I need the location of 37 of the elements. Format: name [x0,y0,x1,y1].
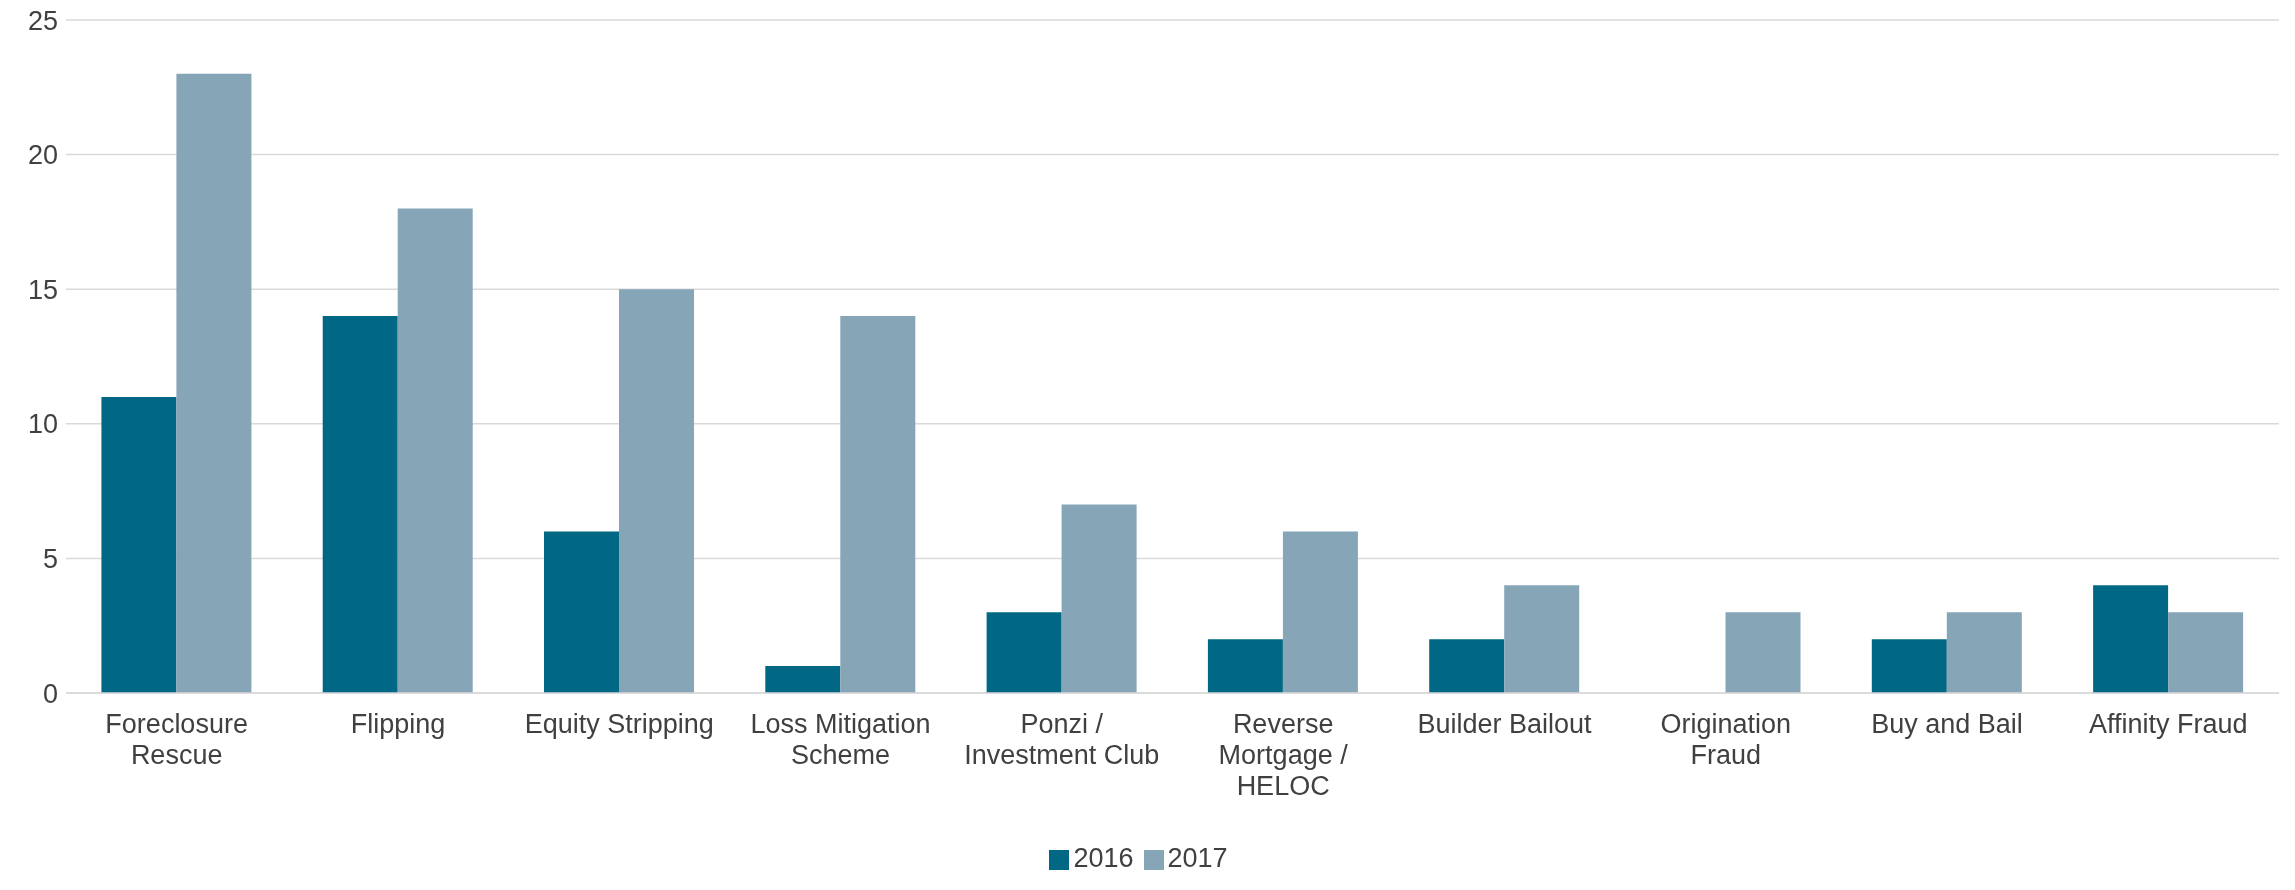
bar [2168,612,2244,693]
x-tick-label: Affinity Fraud [2089,709,2248,740]
bar [544,531,620,693]
bar [1061,504,1137,693]
x-tick-label: Flipping [350,709,446,740]
bar [397,208,473,693]
bar [1871,639,1947,693]
y-tick-label: 0 [42,678,58,709]
bar [619,289,695,693]
y-tick-label: 20 [27,140,58,171]
legend-label: 2017 [1167,843,1228,873]
legend-label: 2016 [1073,843,1134,873]
bar [101,396,177,693]
y-tick-label: 15 [27,274,58,305]
bar [1282,531,1358,693]
x-tick-label: Loss Mitigation Scheme [750,709,931,771]
bar [1207,639,1283,693]
bar [1429,639,1505,693]
x-tick-label: Builder Bailout [1417,709,1592,740]
bar [1504,585,1580,693]
bar [765,666,841,693]
y-tick-label: 25 [27,5,58,36]
bar [2093,585,2169,693]
bar [1725,612,1801,693]
x-tick-label: Buy and Bail [1871,709,2023,740]
x-tick-label: Reverse Mortgage / HELOC [1218,709,1349,802]
y-tick-label: 5 [42,543,58,574]
bar [322,316,398,693]
bar [176,73,252,693]
y-tick-label: 10 [27,409,58,440]
bar [840,316,916,693]
x-tick-label: Equity Stripping [524,709,714,740]
bar [986,612,1062,693]
x-tick-label: Ponzi / Investment Club [964,709,1160,771]
bar [1946,612,2022,693]
x-tick-label: Foreclosure Rescue [105,709,248,771]
x-tick-label: Origination Fraud [1660,709,1792,771]
